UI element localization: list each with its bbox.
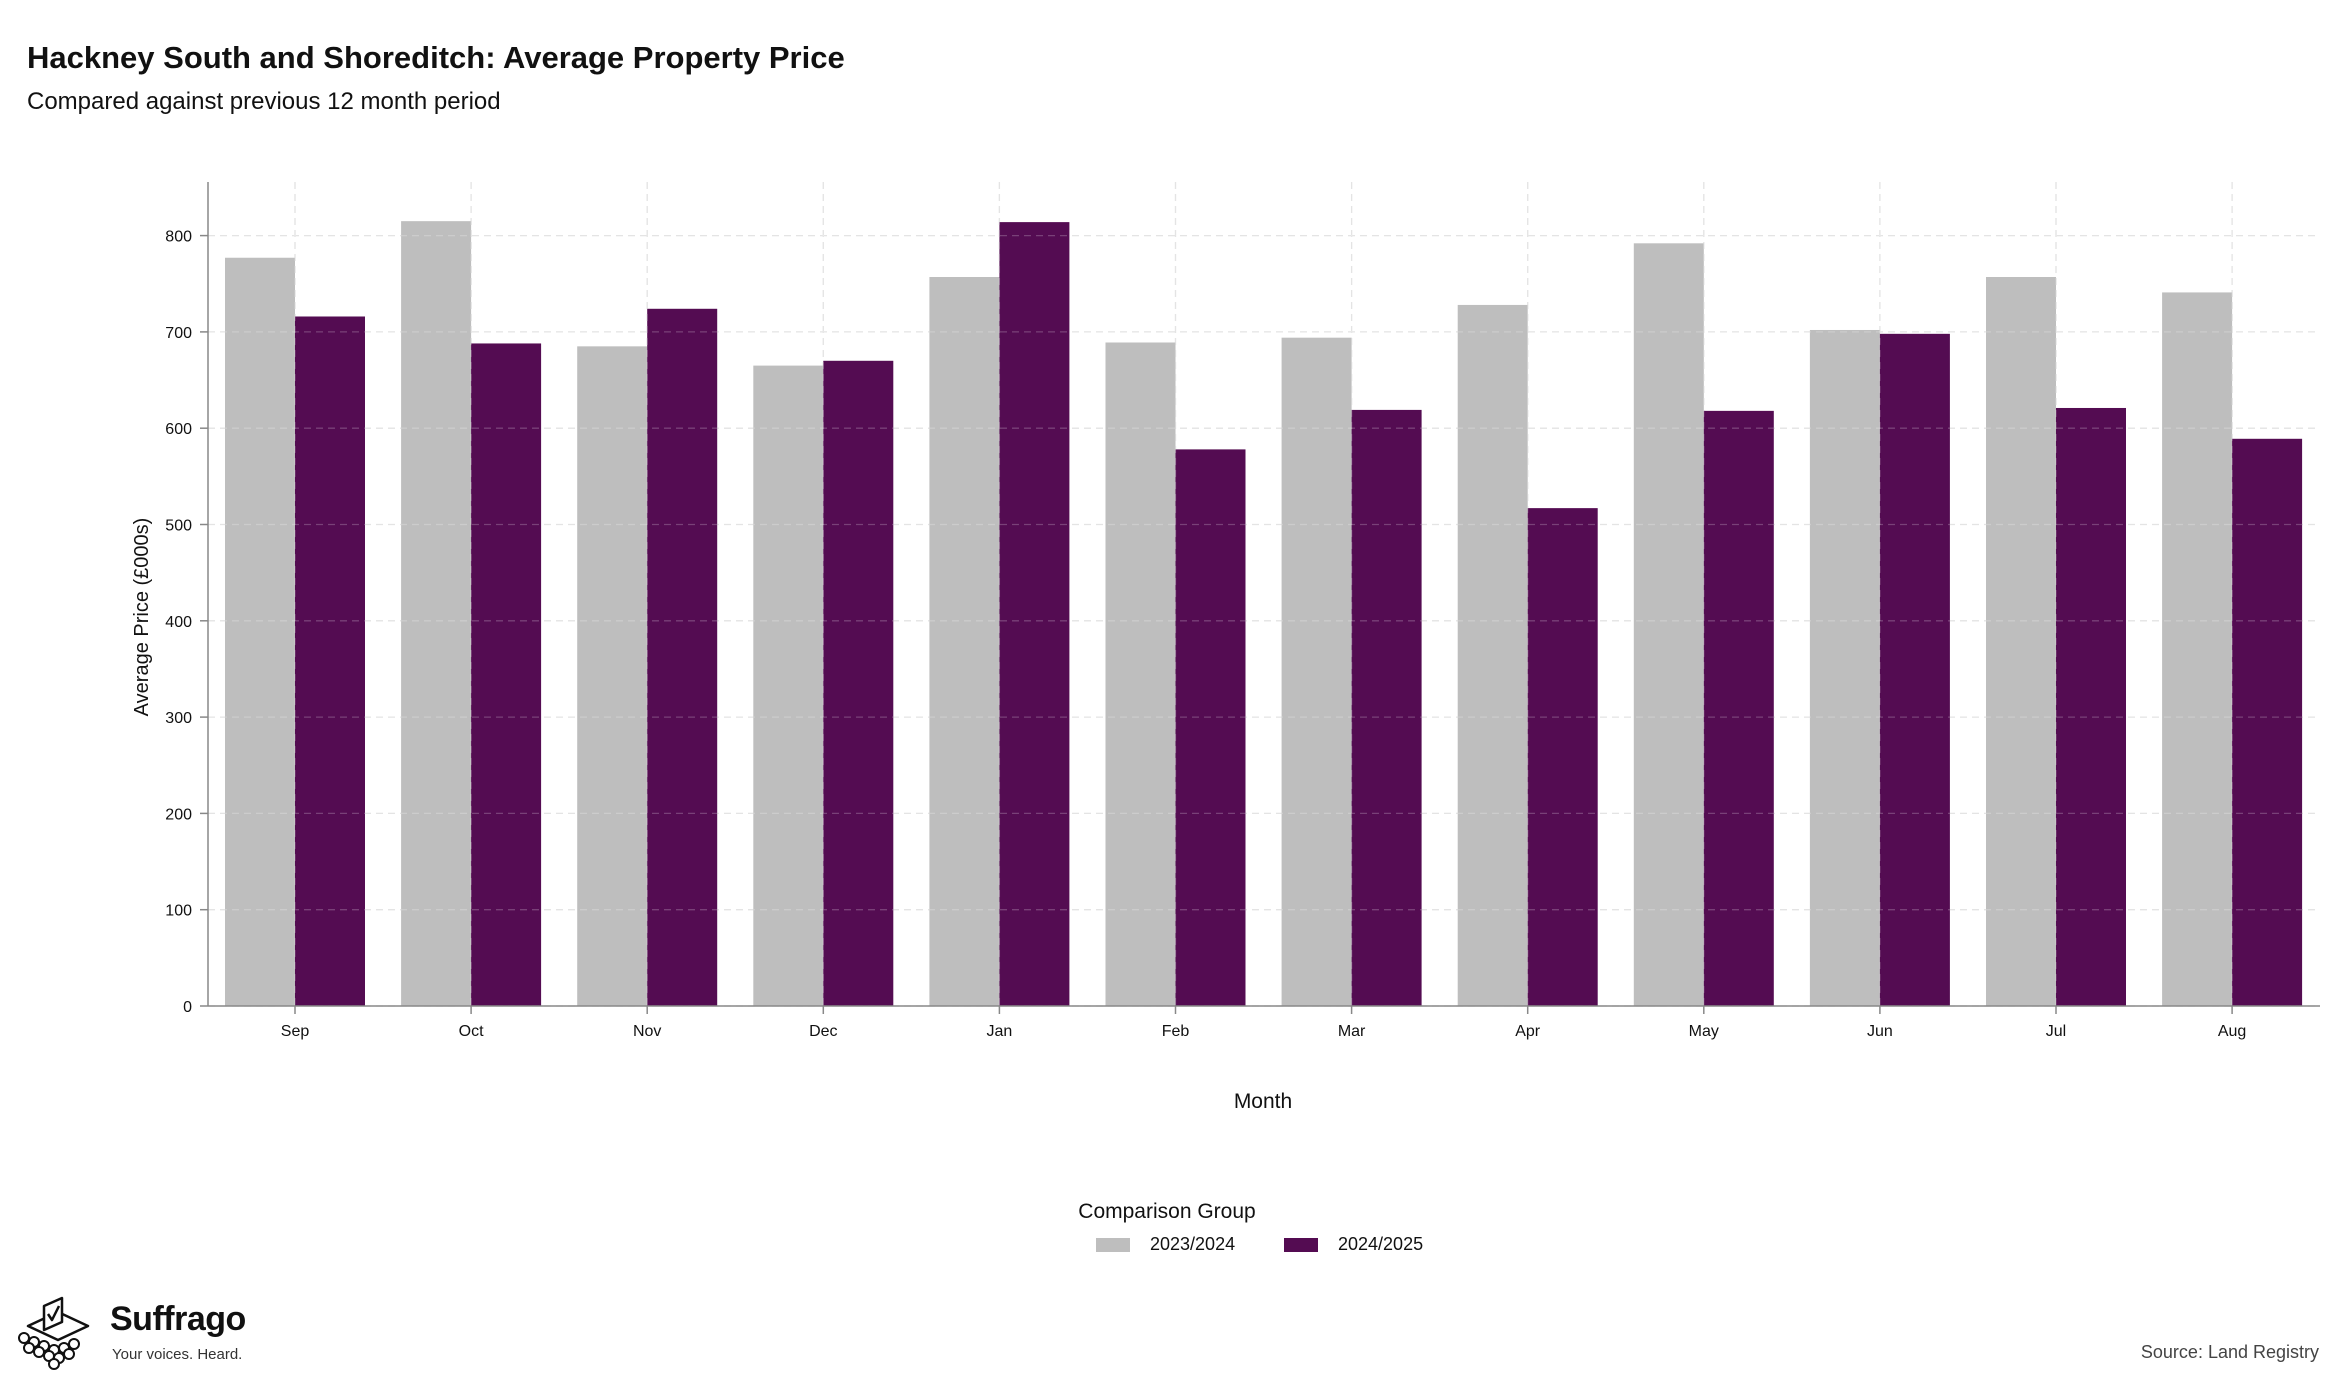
axes: 0 100 200 300 400 500 600 700 800 Sep Oct Nov Dec Jan… [165, 182, 2320, 1040]
x-tick-label: Sep [281, 1023, 310, 1040]
legend-item-2024-2025: 2024/2025 [1284, 1234, 1423, 1255]
legend-item-2023-2024: 2023/2024 [1096, 1234, 1235, 1255]
legend-label-2023-2024: 2023/2024 [1150, 1234, 1236, 1254]
legend-title: Comparison Group [1078, 1200, 1256, 1223]
bar-2024-2025-jun [1879, 333, 1950, 1006]
y-axis-label: Average Price (£000s) [131, 518, 153, 717]
bar-2023-2024-sep [225, 257, 295, 1006]
y-tick-label: 600 [165, 421, 192, 438]
y-tick-label: 700 [165, 325, 192, 342]
x-tick-label: Mar [1338, 1023, 1366, 1040]
y-tick-label: 500 [165, 518, 192, 535]
bar-2024-2025-mar [1351, 409, 1422, 1006]
chart-subtitle: Compared against previous 12 month perio… [27, 88, 501, 115]
x-tick-label: Aug [2218, 1023, 2246, 1040]
y-tick-label: 800 [165, 229, 192, 246]
x-axis-label: Month [1234, 1090, 1292, 1113]
x-tick-label: May [1689, 1023, 1719, 1040]
legend-swatch-2024-2025 [1284, 1237, 1318, 1252]
legend-swatch-2023-2024 [1096, 1237, 1130, 1252]
y-tick-label: 300 [165, 710, 192, 727]
bar-chart: 0 100 200 300 400 500 600 700 800 Sep Oct Nov Dec Jan… [131, 182, 2320, 1113]
bar-2023-2024-feb [1105, 342, 1176, 1006]
x-tick-label: Jun [1867, 1023, 1893, 1040]
y-tick-label: 100 [165, 903, 192, 920]
bar-2024-2025-sep [295, 316, 365, 1006]
x-tick-label: Apr [1515, 1023, 1541, 1040]
bar-2024-2025-aug [2232, 438, 2303, 1007]
y-tick-label: 200 [165, 806, 192, 823]
bar-2023-2024-aug [2162, 292, 2233, 1006]
bar-2024-2025-feb [1175, 449, 1246, 1006]
chart-title: Hackney South and Shoreditch: Average Pr… [27, 40, 845, 75]
x-tick-label: Oct [459, 1023, 484, 1040]
bar-2024-2025-oct [471, 343, 542, 1006]
x-tick-label: Dec [809, 1023, 837, 1040]
x-tick-label: Jan [987, 1023, 1013, 1040]
bar-2024-2025-nov [647, 308, 718, 1007]
bar-2023-2024-apr [1457, 304, 1528, 1006]
legend: Comparison Group 2023/2024 2024/2025 [0, 1200, 2334, 1270]
bar-2023-2024-oct [401, 221, 472, 1006]
bar-2024-2025-jul [2056, 407, 2126, 1006]
bar-2023-2024-nov [577, 346, 648, 1007]
bar-2023-2024-may [1633, 243, 1704, 1006]
x-tick-label: Nov [633, 1023, 661, 1040]
y-tick-label: 400 [165, 614, 192, 631]
bar-2023-2024-mar [1281, 337, 1352, 1007]
source-note: Source: Land Registry [2140, 1342, 2319, 1362]
legend-label-2024-2025: 2024/2025 [1338, 1234, 1424, 1254]
ballot-box-icon [18, 1296, 90, 1370]
bar-2023-2024-jul [1986, 277, 2056, 1006]
y-tick-label: 0 [183, 999, 192, 1016]
x-tick-label: Feb [1162, 1023, 1190, 1040]
logo-name: Suffrago [110, 1300, 246, 1338]
bar-2024-2025-dec [823, 360, 894, 1006]
logo-tagline: Your voices. Heard. [112, 1346, 243, 1363]
suffrago-logo: Suffrago Your voices. Heard. [14, 1292, 314, 1372]
bar-2023-2024-jun [1809, 329, 1880, 1006]
bar-2024-2025-apr [1527, 508, 1598, 1006]
bar-2023-2024-dec [753, 365, 824, 1007]
bar-2024-2025-may [1703, 410, 1774, 1007]
bar-2023-2024-jan [929, 277, 1000, 1006]
x-tick-label: Jul [2046, 1023, 2066, 1040]
bar-2024-2025-jan [999, 222, 1070, 1007]
bars [208, 182, 2320, 1007]
